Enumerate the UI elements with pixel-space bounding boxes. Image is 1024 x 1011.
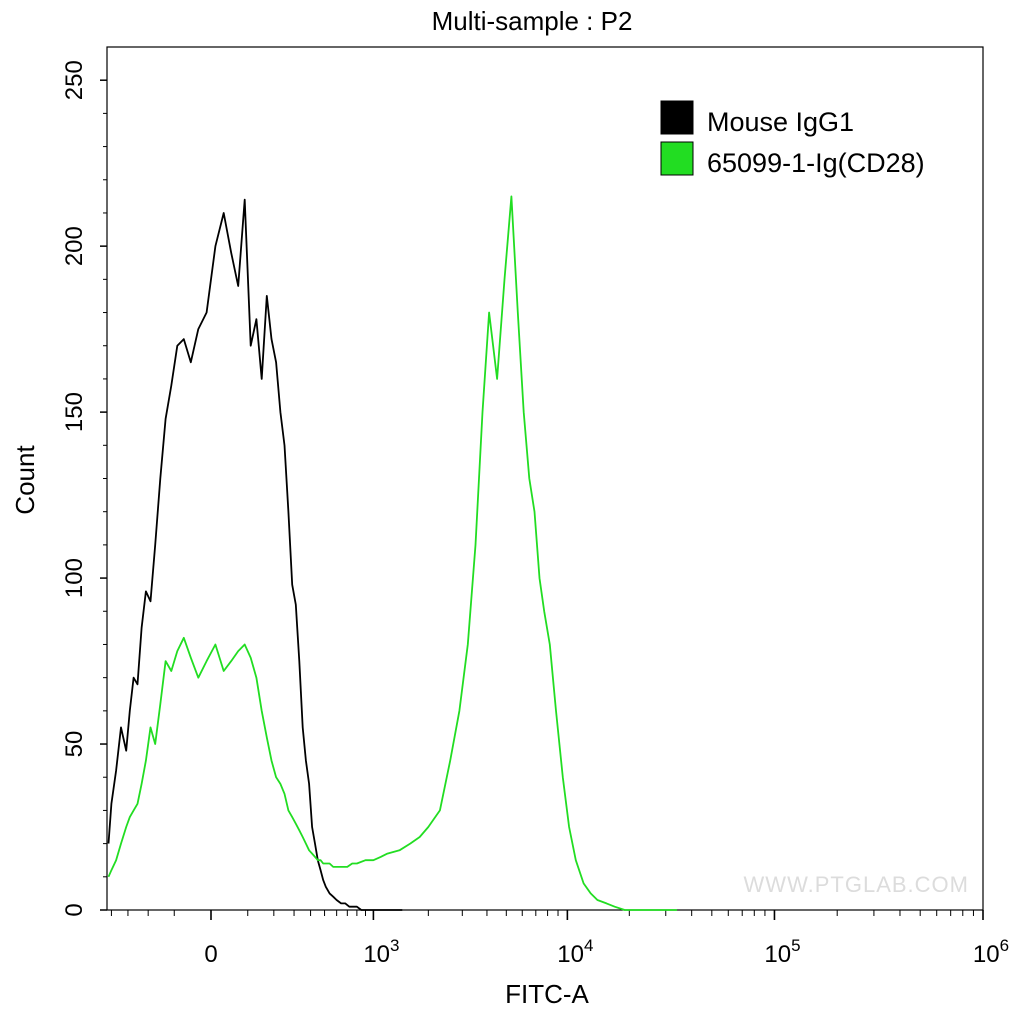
series-lines (107, 195, 677, 911)
y-tick-label: 100 (61, 558, 88, 598)
y-tick-label: 200 (61, 226, 88, 266)
series-line-1 (107, 195, 677, 911)
legend-label-cd28: 65099-1-Ig(CD28) (707, 148, 925, 178)
y-axis: 0 50 100 150 200 250 (61, 60, 107, 917)
y-tick-label: 50 (61, 731, 88, 758)
watermark: WWW.PTGLAB.COM (744, 872, 969, 897)
y-axis-label: Count (10, 445, 40, 515)
x-tick-label: 105 (764, 936, 800, 968)
series-line-0 (107, 198, 403, 911)
legend-swatch-mouse-igg1 (660, 100, 694, 135)
legend-swatch-cd28 (660, 141, 694, 176)
y-tick-label: 250 (61, 60, 88, 100)
x-tick-label: 104 (557, 936, 593, 968)
y-tick-label: 150 (61, 392, 88, 432)
legend-label-mouse-igg1: Mouse IgG1 (707, 107, 854, 137)
x-tick-label: 0 (204, 941, 217, 968)
x-tick-label: 103 (363, 936, 399, 968)
x-tick-label: 106 (973, 936, 1009, 968)
x-axis-label: FITC-A (505, 979, 589, 1009)
x-axis: 0 103 104 105 106 (110, 910, 1009, 968)
legend: Mouse IgG1 65099-1-Ig(CD28) (660, 100, 925, 178)
y-tick-label: 0 (61, 903, 88, 916)
chart-title: Multi-sample : P2 (432, 6, 633, 36)
